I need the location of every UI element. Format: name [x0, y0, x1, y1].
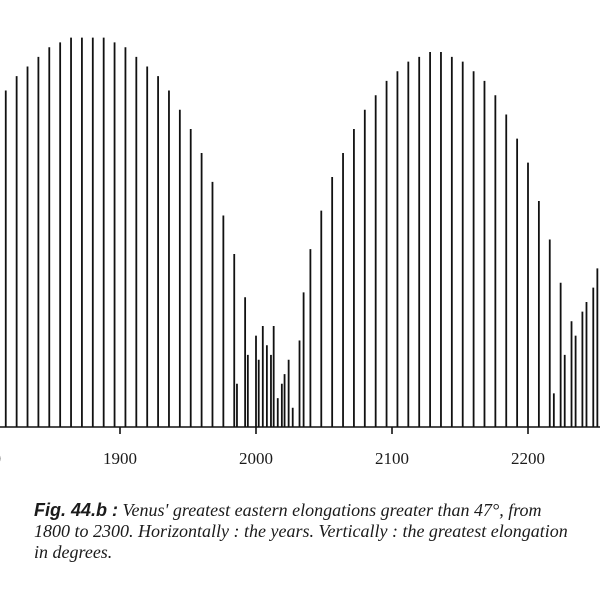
- x-tick-label-2000: 2000: [239, 449, 273, 468]
- x-tick-label-2200: 2200: [511, 449, 545, 468]
- elongation-chart: 1800 1900 2000 2100 2200: [0, 37, 600, 468]
- elongation-bars: [4, 37, 599, 427]
- x-tick-label-1800: 1800: [0, 449, 1, 468]
- x-tick-label-2100: 2100: [375, 449, 409, 468]
- figure-label: Fig. 44.b :: [34, 500, 119, 520]
- figure-caption: Fig. 44.b : Venus' greatest eastern elon…: [34, 500, 574, 563]
- figure-caption-text: Venus' greatest eastern elongations grea…: [34, 500, 568, 562]
- x-axis-ticks: 1800 1900 2000 2100 2200: [0, 427, 545, 468]
- x-tick-label-1900: 1900: [103, 449, 137, 468]
